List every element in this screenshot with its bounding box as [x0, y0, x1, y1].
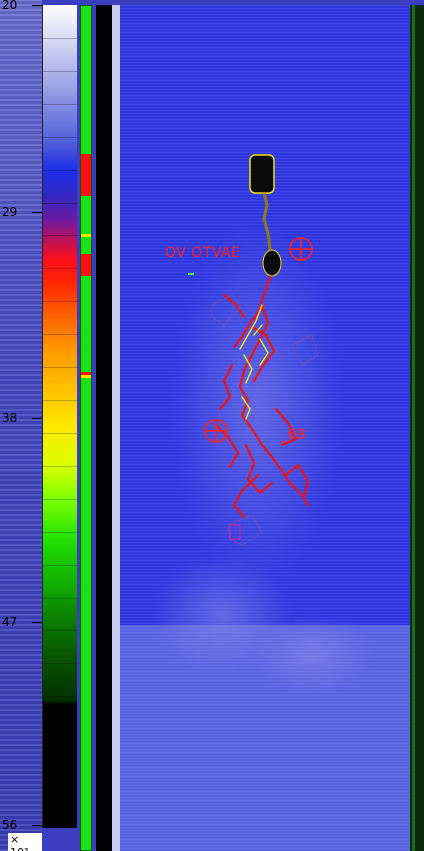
status-flag-track	[80, 5, 92, 851]
depth-unit-label: × 10³	[8, 833, 42, 851]
wellbore-image-canvas: OV OTVAE _68	[112, 5, 424, 851]
depth-tick-label: 29	[2, 205, 18, 219]
depth-tick-label: 47	[2, 615, 18, 629]
depth-tick-label: 38	[2, 411, 18, 425]
wellbore-image-panel: OV OTVAE _68	[112, 5, 424, 851]
status-flag-red	[81, 154, 91, 196]
depth-marker[interactable]: _68	[204, 419, 306, 443]
depth-tick-mark	[32, 825, 42, 826]
depth-axis: 20 29 38 47 56 × 10³	[0, 0, 42, 851]
depth-tick-label: 56	[2, 818, 18, 832]
black-track	[96, 5, 112, 851]
marker-label: _68	[279, 427, 306, 443]
status-flag-yellow	[81, 375, 91, 378]
crosshair-circle-icon	[204, 419, 228, 443]
status-flag-red	[81, 254, 91, 276]
depth-tick-mark	[32, 5, 42, 6]
crosshair-circle-icon	[289, 237, 313, 261]
marker-label: OV OTVAE	[165, 245, 240, 261]
depth-tick-label: 20	[2, 0, 18, 12]
color-scale-bar	[42, 5, 77, 828]
status-flag-yellow	[81, 234, 91, 237]
status-flag-red	[81, 372, 91, 375]
depth-tick-mark	[32, 212, 42, 213]
depth-marker[interactable]: OV OTVAE	[165, 237, 313, 261]
depth-tick-mark	[32, 418, 42, 419]
depth-tick-mark	[32, 622, 42, 623]
